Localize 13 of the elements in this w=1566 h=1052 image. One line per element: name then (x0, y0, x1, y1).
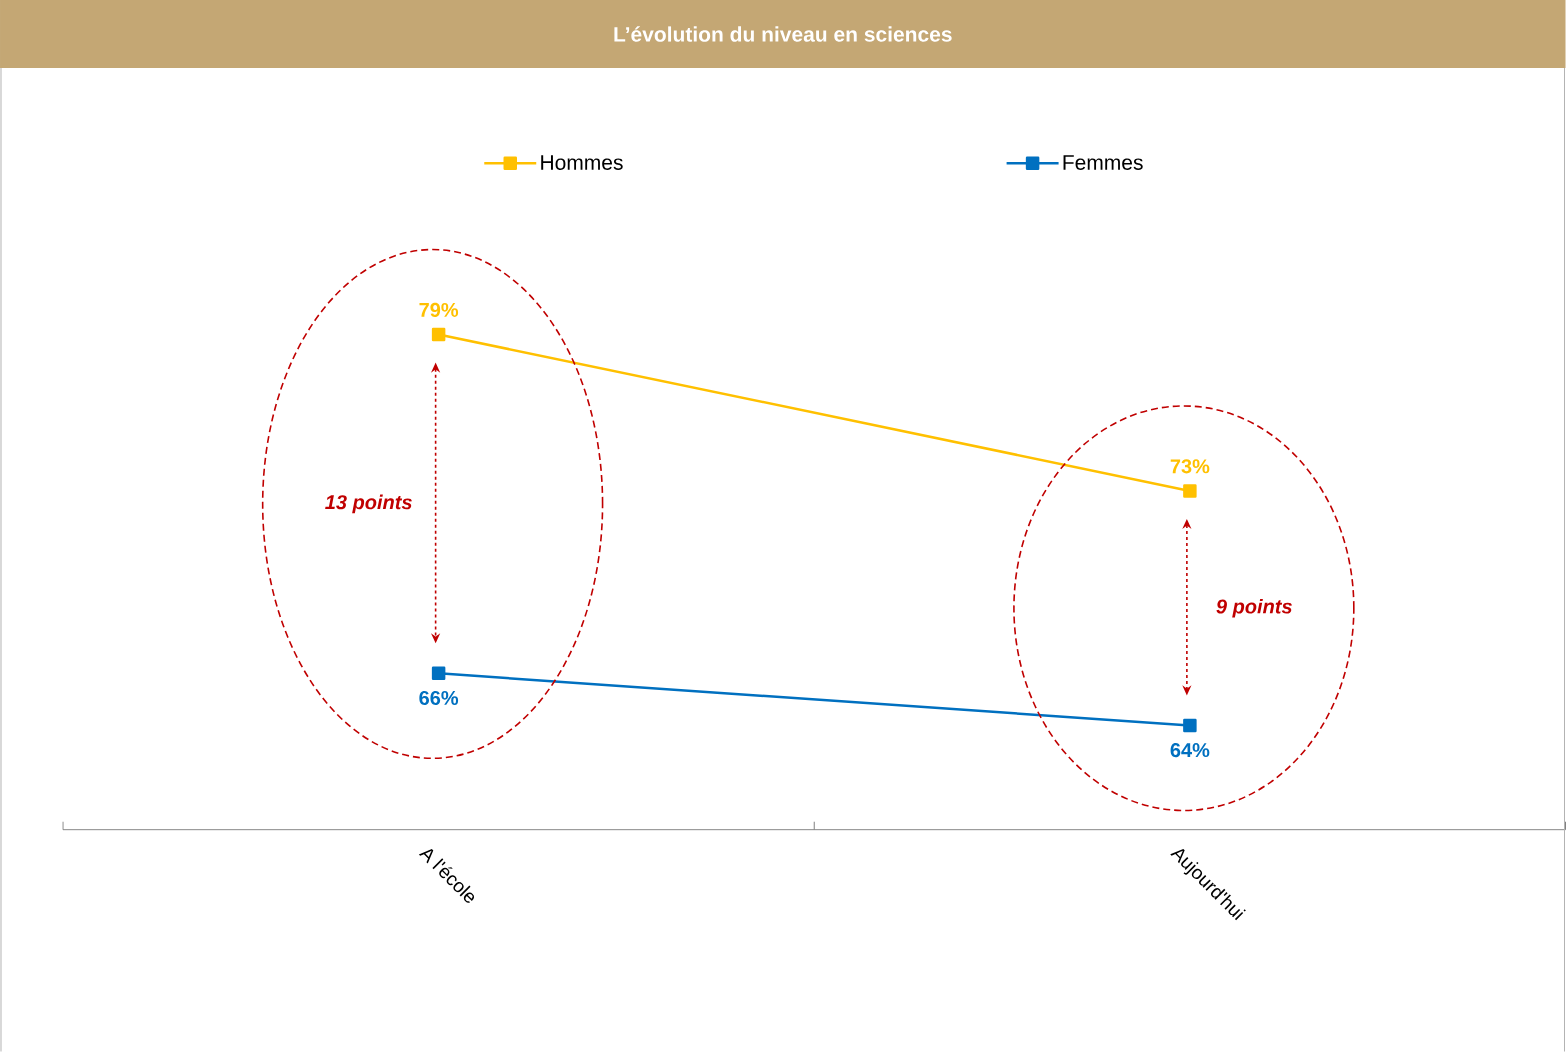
annotation: 13 points (325, 494, 412, 514)
data-label: 66% (419, 691, 459, 706)
data-label: 79% (419, 303, 459, 318)
data-label: 73% (1170, 459, 1210, 474)
chart-title: L’évolution du niveau en sciences (614, 26, 952, 42)
data-label: 64% (1170, 743, 1210, 758)
legend-label: Hommes (541, 155, 623, 171)
point (431, 327, 446, 342)
point (1183, 484, 1197, 498)
legend-label: Femmes (1063, 155, 1143, 171)
point (1183, 718, 1197, 733)
point (431, 666, 446, 681)
annotation: 9 points (1216, 599, 1292, 618)
